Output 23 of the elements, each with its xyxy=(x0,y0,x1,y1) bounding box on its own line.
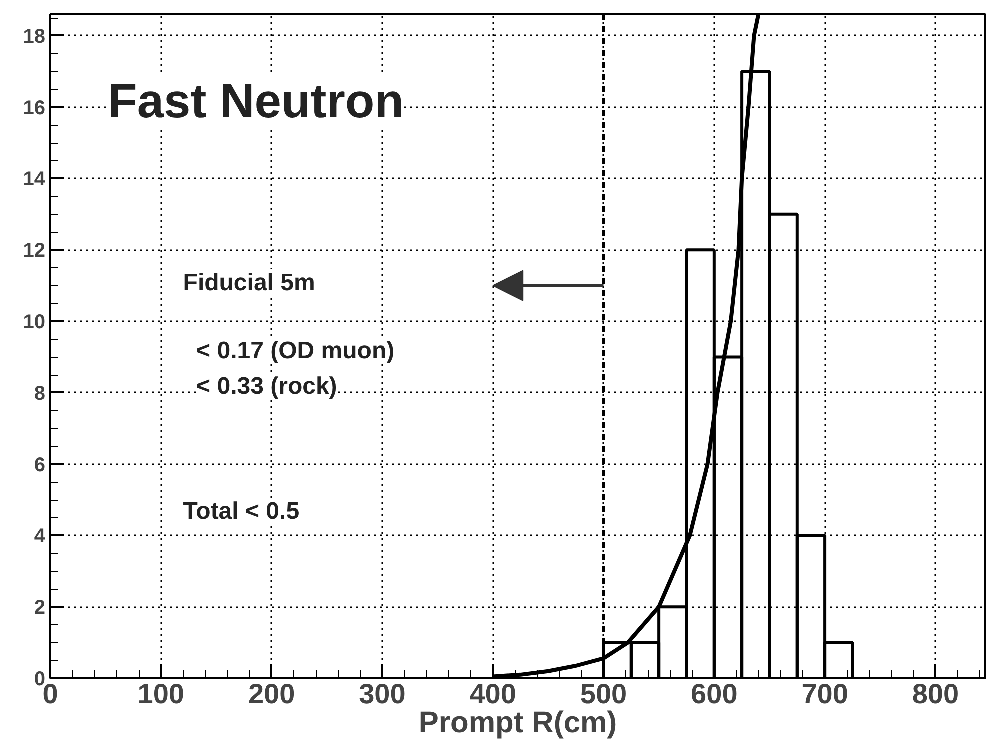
x-tick-label: 700 xyxy=(802,678,848,710)
annotation: Total < 0.5 xyxy=(183,498,300,525)
x-tick-label: 800 xyxy=(912,678,960,710)
x-tick-label: 200 xyxy=(248,678,296,710)
x-tick-label: 600 xyxy=(691,678,738,710)
y-tick-label: 16 xyxy=(23,97,46,120)
y-tick-label: 18 xyxy=(23,26,46,48)
y-tick-label: 12 xyxy=(23,240,46,262)
y-tick-label: 14 xyxy=(23,168,46,191)
x-tick-label: 500 xyxy=(580,678,628,710)
y-tick-label: 4 xyxy=(34,526,46,548)
y-tick-label: 8 xyxy=(34,382,46,405)
y-tick-label: 2 xyxy=(34,597,46,620)
x-tick-label: 300 xyxy=(359,678,406,710)
y-tick-label: 10 xyxy=(23,312,46,334)
y-tick-label: 6 xyxy=(34,454,46,476)
x-tick-label: 400 xyxy=(470,678,516,710)
annotation: < 0.17 (OD muon) xyxy=(196,337,395,364)
x-axis-title: Prompt R(cm) xyxy=(418,706,618,740)
x-tick-label: 100 xyxy=(138,678,185,710)
annotation: Fiducial 5m xyxy=(183,270,316,297)
annotation: Fast Neutron xyxy=(108,76,404,129)
annotation: < 0.33 (rock) xyxy=(196,373,338,400)
